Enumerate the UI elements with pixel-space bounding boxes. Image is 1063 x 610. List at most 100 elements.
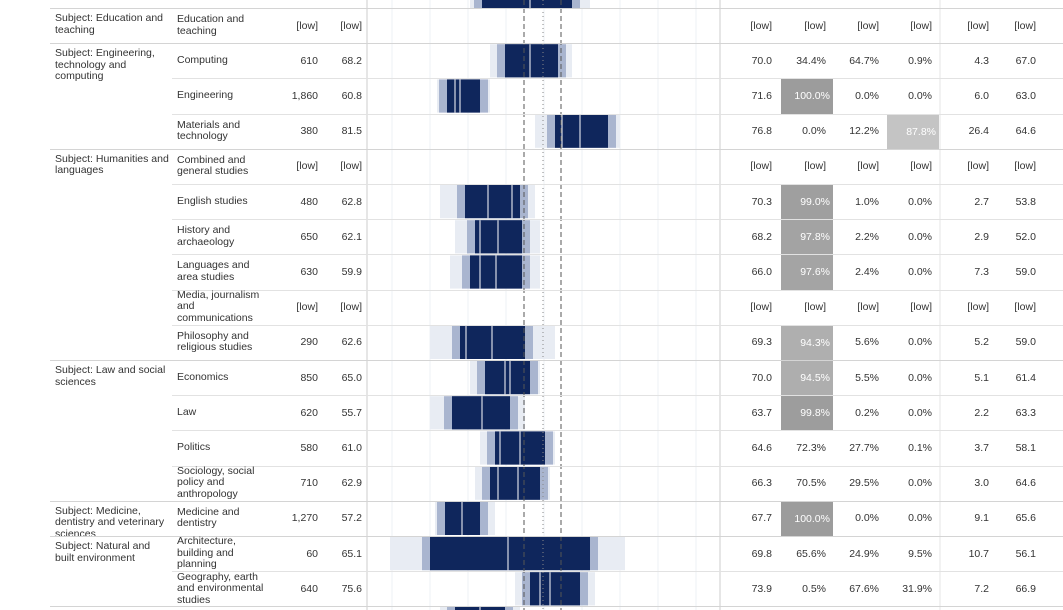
subject-label: Subject: Law and social sciences — [55, 364, 166, 388]
course-label: Combined and general studies — [177, 149, 265, 184]
value-cell: [low] — [1014, 301, 1036, 314]
value-cell: 63.7 — [751, 406, 772, 419]
value-cell: 5.2 — [974, 336, 989, 349]
range-band — [482, 0, 572, 8]
value-cell: 62.1 — [341, 230, 362, 243]
course-text: Combined and general studies — [177, 153, 249, 178]
course-text: Architecture, building and planning — [177, 535, 236, 571]
value-cell: 2.9 — [974, 230, 989, 243]
value-cell: 0.0% — [908, 512, 932, 525]
course-text: Geography, earth and environmental studi… — [177, 570, 264, 606]
value-cell: 62.9 — [341, 477, 362, 490]
value-cell: 69.3 — [751, 336, 772, 349]
value-cell: 70.0 — [751, 371, 772, 384]
range-band — [447, 79, 480, 113]
value-cell: [low] — [804, 19, 826, 32]
value-cell: 5.1 — [974, 371, 989, 384]
subject-label: Subject: Medicine, dentistry and veterin… — [55, 504, 165, 540]
course-label: Engineering — [177, 78, 265, 113]
course-label: Materials and technology — [177, 114, 265, 149]
value-cell: 24.9% — [849, 547, 879, 560]
value-cell: [low] — [857, 160, 879, 173]
group-divider — [50, 148, 1063, 150]
course-label: Medicine and dentistry — [177, 501, 265, 536]
value-cell: [low] — [750, 19, 772, 32]
value-cell: 64.6 — [751, 442, 772, 454]
value-cell: 3.0 — [974, 477, 989, 490]
group-divider — [50, 360, 1063, 361]
range-band — [465, 185, 520, 219]
range-band — [555, 114, 608, 148]
value-cell: 99.0% — [781, 185, 833, 220]
range-band — [485, 361, 530, 395]
value-cell: 59.0 — [1015, 336, 1036, 349]
value-cell: 68.2 — [341, 54, 362, 67]
value-cell: 72.3% — [796, 442, 826, 454]
value-cell: 2.4% — [855, 266, 879, 278]
value-cell: [low] — [296, 19, 318, 32]
value-cell: 2.2 — [974, 406, 989, 419]
value-cell: 12.2% — [849, 125, 879, 138]
value-cell: 34.4% — [796, 54, 826, 67]
value-cell: [low] — [1014, 19, 1036, 32]
value-cell: 0.0% — [908, 230, 932, 243]
value-cell: 57.2 — [341, 512, 362, 525]
value-cell: 380 — [300, 125, 318, 138]
value-cell: [low] — [967, 301, 989, 314]
value-cell: 290 — [300, 336, 318, 349]
value-cell: 10.7 — [968, 547, 989, 560]
value-cell: 76.8 — [751, 125, 772, 138]
row-divider — [172, 219, 1063, 221]
value-cell: [low] — [910, 301, 932, 314]
group-divider — [50, 536, 1063, 537]
value-cell: 4.3 — [974, 54, 989, 67]
value-cell: 0.0% — [908, 477, 932, 490]
course-label: Geography, earth and environmental studi… — [177, 571, 265, 606]
value-cell: 61.4 — [1015, 371, 1036, 384]
value-cell: 94.5% — [781, 361, 833, 396]
value-cell: [low] — [340, 160, 362, 173]
value-cell: 70.3 — [751, 195, 772, 208]
value-cell: 480 — [300, 195, 318, 208]
course-text: Sociology, social policy and anthropolog… — [177, 464, 255, 500]
value-cell: 710 — [300, 477, 318, 490]
value-cell: 0.0% — [802, 125, 826, 138]
value-cell: 7.3 — [974, 266, 989, 278]
value-cell: 71.6 — [751, 90, 772, 102]
row-divider — [172, 184, 1063, 185]
value-cell: 69.8 — [751, 547, 772, 560]
value-cell: 59.0 — [1015, 266, 1036, 278]
group-divider — [50, 8, 1063, 9]
value-cell: 65.0 — [341, 371, 362, 384]
value-cell: 68.2 — [751, 230, 772, 243]
value-cell: 65.6% — [796, 547, 826, 560]
range-band — [505, 44, 558, 78]
course-text: English studies — [177, 194, 248, 207]
value-cell: 0.9% — [908, 54, 932, 67]
value-cell: 81.5 — [341, 125, 362, 138]
value-cell: 58.1 — [1015, 442, 1036, 454]
range-band — [430, 537, 590, 571]
value-cell: 70.0 — [751, 54, 772, 67]
value-cell: 9.1 — [974, 512, 989, 525]
group-divider — [50, 43, 1063, 45]
course-label: Computing — [177, 43, 265, 78]
group-divider — [50, 500, 1063, 502]
row-divider — [172, 324, 1063, 326]
value-cell: 56.1 — [1015, 547, 1036, 560]
value-cell: [low] — [804, 160, 826, 173]
value-cell: 63.0 — [1015, 90, 1036, 102]
row-divider — [172, 78, 1063, 80]
row-divider — [172, 254, 1063, 256]
value-cell: [low] — [296, 301, 318, 314]
value-cell: 99.8% — [781, 396, 833, 432]
row-divider — [172, 465, 1063, 467]
course-label: English studies — [177, 184, 265, 219]
course-text: Law — [177, 406, 197, 419]
value-cell: 97.8% — [781, 220, 833, 256]
value-cell: 6.0 — [974, 90, 989, 102]
value-cell: 5.5% — [855, 371, 879, 384]
value-cell: 53.8 — [1015, 195, 1036, 208]
course-label: Languages and area studies — [177, 254, 265, 289]
